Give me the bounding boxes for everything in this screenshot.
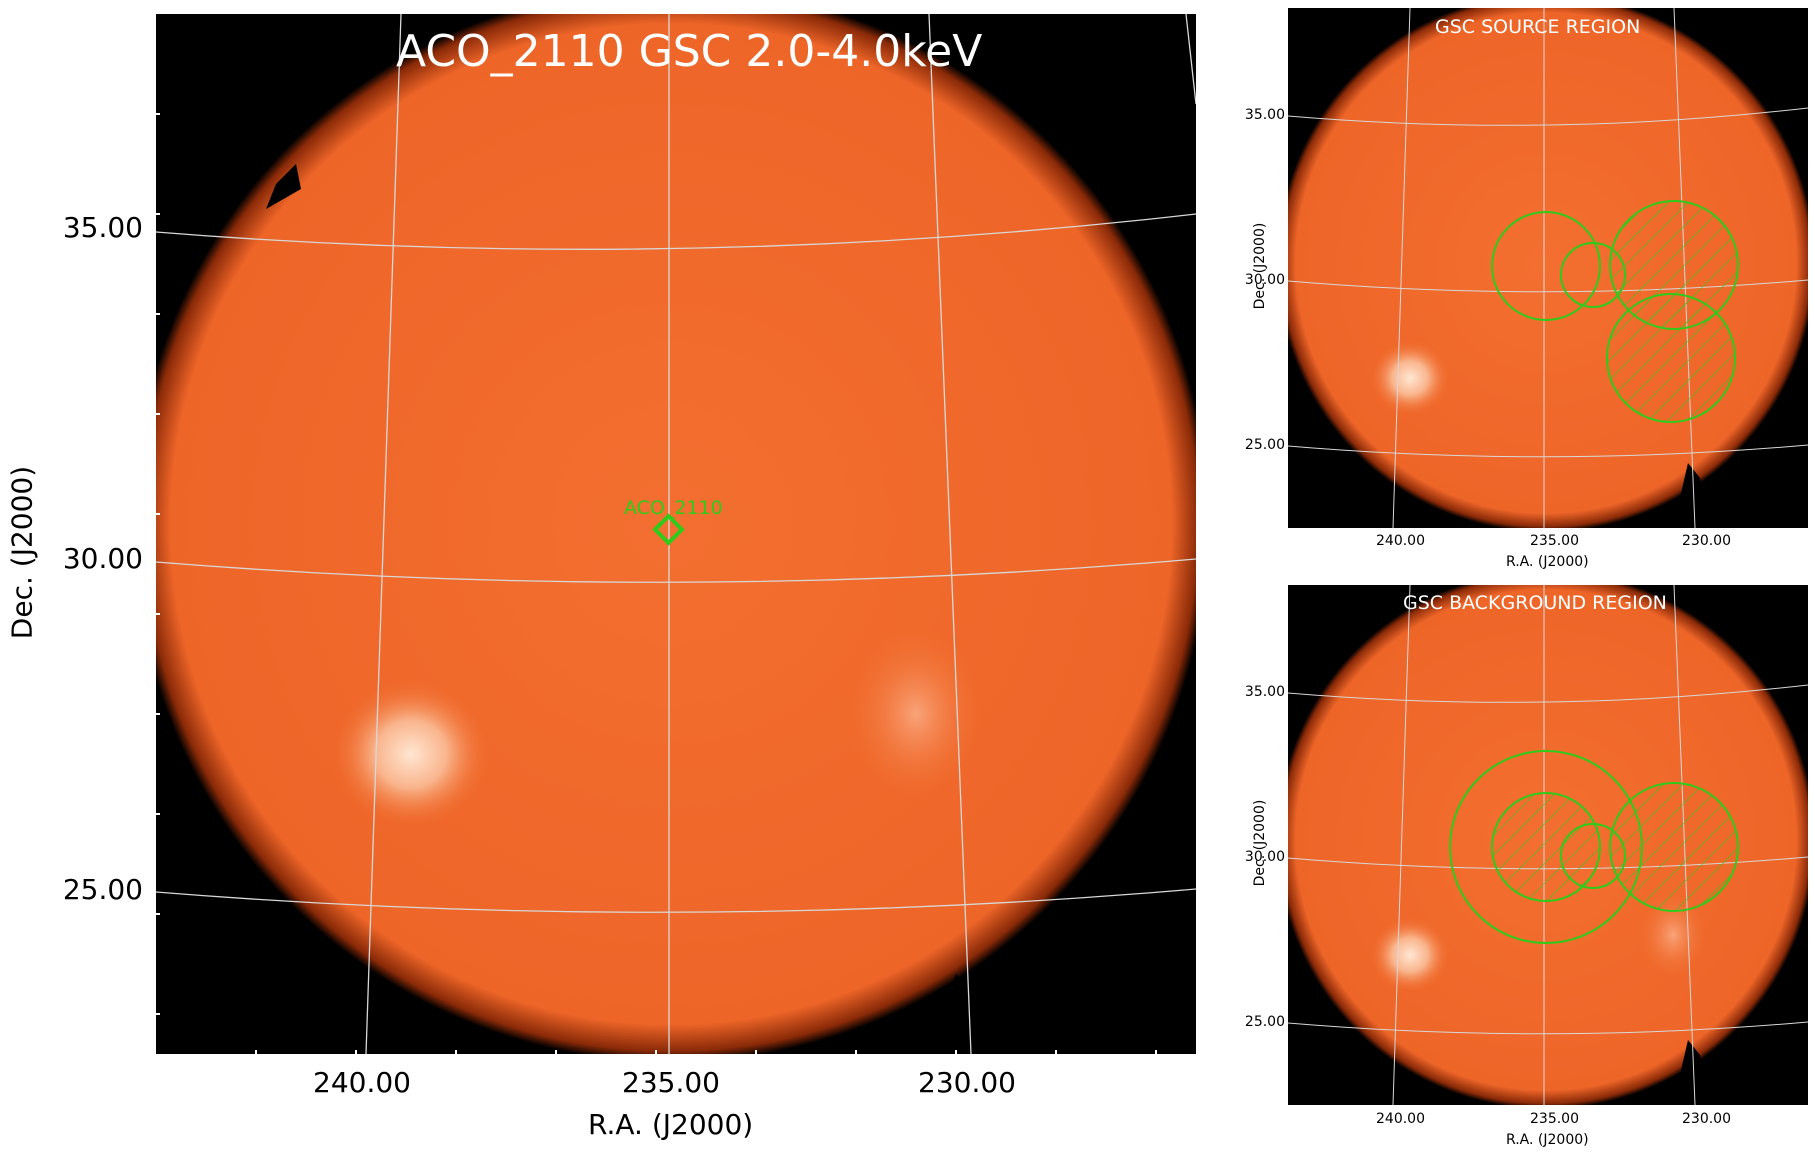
- source-x-tick-235: 235.00: [1530, 533, 1579, 549]
- main-edge-notch: [926, 974, 991, 1054]
- background-title: GSC BACKGROUND REGION: [1403, 592, 1667, 614]
- source-panel: GSC SOURCE REGION 35.00 30.00 25.00 240.…: [1200, 0, 1815, 575]
- source-edge-notch: [1673, 463, 1708, 528]
- background-edge-notch: [1673, 1040, 1708, 1105]
- source-x-tick-230: 230.00: [1682, 533, 1731, 549]
- main-x-tick-235: 235.00: [622, 1066, 720, 1099]
- source-coordinate-grid: [1288, 8, 1808, 528]
- main-x-tick-230: 230.00: [918, 1066, 1016, 1099]
- background-x-tick-240: 240.00: [1376, 1111, 1425, 1127]
- main-title: ACO_2110 GSC 2.0-4.0keV: [396, 26, 983, 77]
- background-x-axis-label: R.A. (J2000): [1506, 1132, 1589, 1148]
- main-image: [156, 14, 1196, 1054]
- frame-ticks: [156, 113, 1157, 1054]
- background-y-tick-30: 30.00: [1244, 849, 1285, 865]
- main-x-axis-label: R.A. (J2000): [588, 1108, 754, 1141]
- source-x-tick-240: 240.00: [1376, 533, 1425, 549]
- excluded-region-circle: [1606, 293, 1736, 423]
- background-faint-source: [1638, 890, 1708, 980]
- background-excluded-circle: [1609, 782, 1739, 912]
- source-region-circle: [1491, 211, 1601, 321]
- main-x-tick-240: 240.00: [313, 1066, 411, 1099]
- main-y-tick-30: 30.00: [62, 542, 143, 575]
- bright-source: [331, 679, 491, 829]
- background-y-tick-35: 35.00: [1244, 684, 1285, 700]
- cluster-marker: [652, 513, 685, 546]
- faint-source: [846, 624, 986, 804]
- background-excluded-circle: [1491, 792, 1601, 902]
- source-y-tick-30: 30.00: [1244, 272, 1285, 288]
- background-x-tick-230: 230.00: [1682, 1111, 1731, 1127]
- background-panel: GSC BACKGROUND REGION 35.00 30.00 25.00 …: [1200, 580, 1815, 1156]
- source-x-axis-label: R.A. (J2000): [1506, 554, 1589, 570]
- main-edge-notch: [266, 164, 301, 209]
- source-title: GSC SOURCE REGION: [1435, 16, 1641, 38]
- background-y-tick-25: 25.00: [1244, 1014, 1285, 1030]
- background-image: [1288, 585, 1808, 1105]
- main-panel: ACO_2110 GSC 2.0-4.0keV ACO_2110 35.00 3…: [5, 14, 1196, 1141]
- background-bright-source: [1370, 917, 1450, 993]
- source-image: [1288, 8, 1808, 528]
- source-y-tick-35: 35.00: [1244, 107, 1285, 123]
- source-y-tick-25: 25.00: [1244, 437, 1285, 453]
- source-y-axis-label: Dec. (J2000): [1252, 222, 1268, 310]
- main-y-tick-35: 35.00: [62, 211, 143, 244]
- source-bright-source: [1370, 340, 1450, 416]
- background-y-axis-label: Dec. (J2000): [1252, 799, 1268, 887]
- background-x-tick-235: 235.00: [1530, 1111, 1579, 1127]
- main-y-axis-label: Dec. (J2000): [5, 465, 39, 640]
- marker-label: ACO_2110: [624, 497, 723, 519]
- coordinate-grid: [156, 14, 1196, 1054]
- main-y-tick-25: 25.00: [62, 873, 143, 906]
